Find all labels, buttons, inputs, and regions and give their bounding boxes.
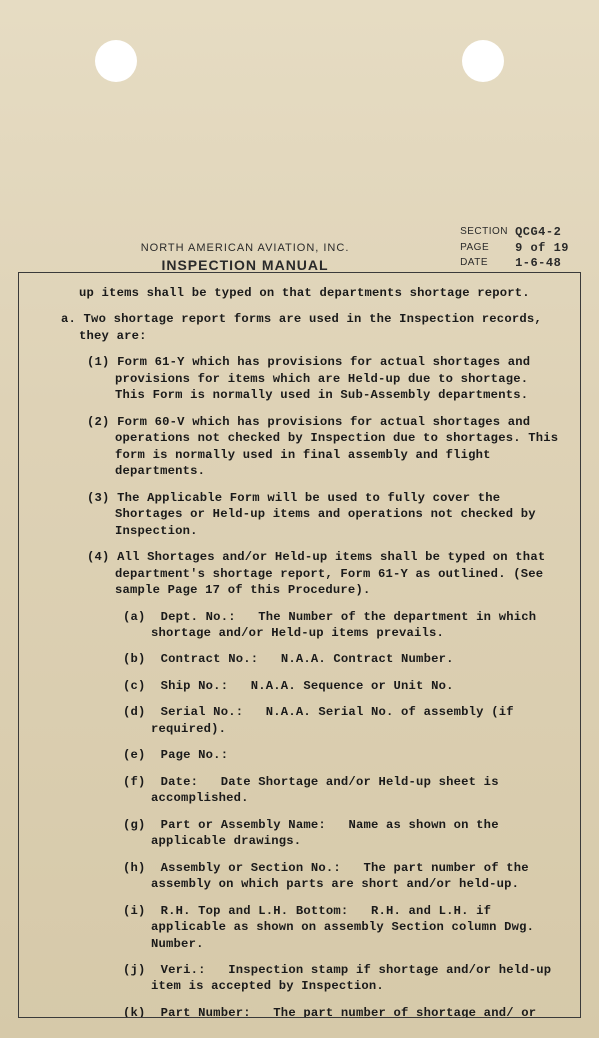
item-2-label: (2)	[87, 415, 110, 429]
sub-g: (g) Part or Assembly Name: Name as shown…	[37, 817, 562, 850]
sub-g-key: Part or Assembly Name:	[161, 818, 326, 832]
header-center-block: NORTH AMERICAN AVIATION, INC. INSPECTION…	[30, 242, 460, 274]
sub-h-label: (h)	[123, 861, 146, 875]
sub-f-label: (f)	[123, 775, 146, 789]
document-header: NORTH AMERICAN AVIATION, INC. INSPECTION…	[30, 225, 569, 274]
sub-i-label: (i)	[123, 904, 146, 918]
item-1-text: Form 61-Y which has provisions for actua…	[115, 355, 530, 402]
sub-e: (e) Page No.:	[37, 747, 562, 763]
page-label: PAGE	[460, 241, 515, 257]
lead-line: up items shall be typed on that departme…	[37, 285, 562, 301]
sub-j-label: (j)	[123, 963, 146, 977]
sub-e-label: (e)	[123, 748, 146, 762]
sub-b-label: (b)	[123, 652, 146, 666]
sub-h-key: Assembly or Section No.:	[161, 861, 341, 875]
sub-a-key: Dept. No.:	[161, 610, 236, 624]
document-page: NORTH AMERICAN AVIATION, INC. INSPECTION…	[0, 0, 599, 1038]
section-value: QCG4-2	[515, 225, 561, 241]
sub-e-key: Page No.:	[161, 748, 229, 762]
sub-a-label: (a)	[123, 610, 146, 624]
item-1: (1) Form 61-Y which has provisions for a…	[37, 354, 562, 403]
punch-hole-right	[462, 40, 504, 82]
content-body: up items shall be typed on that departme…	[18, 272, 581, 1018]
sub-c-val: N.A.A. Sequence or Unit No.	[251, 679, 454, 693]
sub-d-label: (d)	[123, 705, 146, 719]
date-label: DATE	[460, 256, 515, 272]
sub-i: (i) R.H. Top and L.H. Bottom: R.H. and L…	[37, 903, 562, 952]
sub-h: (h) Assembly or Section No.: The part nu…	[37, 860, 562, 893]
sub-j-key: Veri.:	[161, 963, 206, 977]
item-a: a. Two shortage report forms are used in…	[37, 311, 562, 344]
sub-b: (b) Contract No.: N.A.A. Contract Number…	[37, 651, 562, 667]
sub-a: (a) Dept. No.: The Number of the departm…	[37, 609, 562, 642]
punch-hole-left	[95, 40, 137, 82]
item-4-label: (4)	[87, 550, 110, 564]
sub-f-key: Date:	[161, 775, 199, 789]
date-value: 1-6-48	[515, 256, 561, 272]
sub-c-label: (c)	[123, 679, 146, 693]
header-meta-block: SECTION QCG4-2 PAGE 9 of 19 DATE 1-6-48	[460, 225, 569, 274]
sub-k-key: Part Number:	[161, 1006, 251, 1018]
sub-j: (j) Veri.: Inspection stamp if shortage …	[37, 962, 562, 995]
sub-b-val: N.A.A. Contract Number.	[281, 652, 454, 666]
page-value: 9 of 19	[515, 241, 569, 257]
item-3-text: The Applicable Form will be used to full…	[115, 491, 536, 538]
sub-k: (k) Part Number: The part number of shor…	[37, 1005, 562, 1018]
sub-d-key: Serial No.:	[161, 705, 244, 719]
sub-f-val: Date Shortage and/or Held-up sheet is ac…	[151, 775, 499, 805]
sub-c: (c) Ship No.: N.A.A. Sequence or Unit No…	[37, 678, 562, 694]
item-2-text: Form 60-V which has provisions for actua…	[115, 415, 558, 478]
sub-f: (f) Date: Date Shortage and/or Held-up s…	[37, 774, 562, 807]
sub-i-key: R.H. Top and L.H. Bottom:	[161, 904, 349, 918]
section-label: SECTION	[460, 225, 515, 241]
item-4-text: All Shortages and/or Held-up items shall…	[115, 550, 545, 597]
company-name: NORTH AMERICAN AVIATION, INC.	[30, 242, 460, 255]
item-a-label: a.	[61, 312, 76, 326]
item-4: (4) All Shortages and/or Held-up items s…	[37, 549, 562, 598]
item-2: (2) Form 60-V which has provisions for a…	[37, 414, 562, 480]
sub-c-key: Ship No.:	[161, 679, 229, 693]
sub-k-label: (k)	[123, 1006, 146, 1018]
item-1-label: (1)	[87, 355, 110, 369]
sub-j-val: Inspection stamp if shortage and/or held…	[151, 963, 551, 993]
sub-g-label: (g)	[123, 818, 146, 832]
sub-b-key: Contract No.:	[161, 652, 259, 666]
item-3: (3) The Applicable Form will be used to …	[37, 490, 562, 539]
item-a-text: Two shortage report forms are used in th…	[79, 312, 542, 342]
item-3-label: (3)	[87, 491, 110, 505]
sub-d: (d) Serial No.: N.A.A. Serial No. of ass…	[37, 704, 562, 737]
